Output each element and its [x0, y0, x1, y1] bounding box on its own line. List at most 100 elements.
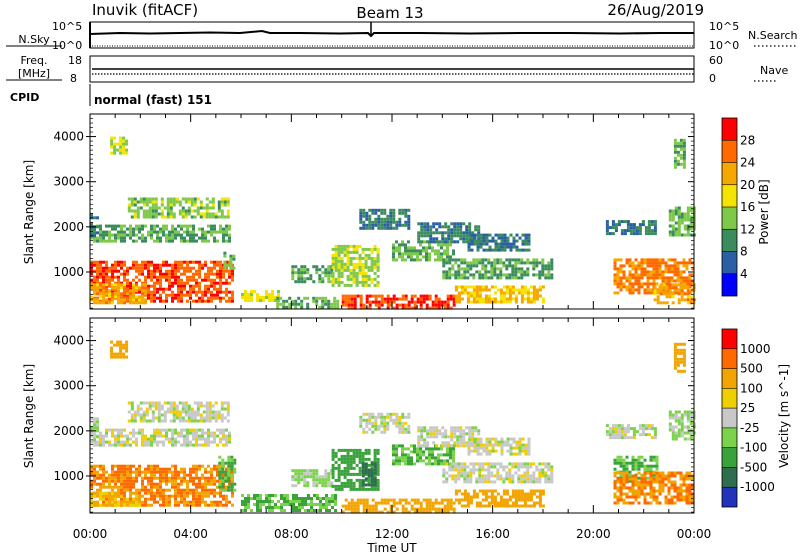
- range-gate-cell: [123, 290, 126, 294]
- range-gate-cell: [138, 230, 141, 234]
- range-gate-cell: [425, 255, 428, 259]
- range-gate-cell: [358, 448, 362, 452]
- range-gate-cell: [469, 291, 473, 295]
- range-gate-cell: [225, 500, 228, 504]
- range-gate-cell: [425, 297, 429, 301]
- range-gate-cell: [225, 440, 228, 444]
- range-gate-cell: [150, 278, 153, 282]
- range-gate-cell: [367, 487, 371, 491]
- range-gate-cell: [523, 288, 527, 292]
- range-gate-cell: [502, 285, 506, 289]
- range-gate-cell: [297, 280, 301, 284]
- range-gate-cell: [205, 416, 209, 420]
- range-gate-cell: [241, 296, 244, 299]
- range-gate-cell: [514, 489, 518, 493]
- range-gate-cell: [226, 212, 230, 216]
- range-gate-cell: [359, 294, 363, 298]
- range-gate-cell: [462, 231, 466, 235]
- range-gate-cell: [401, 208, 405, 212]
- range-gate-cell: [99, 299, 102, 303]
- range-gate-cell: [156, 233, 159, 237]
- range-gate-cell: [180, 287, 183, 291]
- range-gate-cell: [138, 301, 141, 305]
- range-gate-cell: [407, 453, 410, 457]
- range-gate-cell: [503, 236, 507, 240]
- range-gate-cell: [160, 407, 164, 411]
- range-gate-cell: [168, 497, 171, 501]
- range-gate-cell: [220, 197, 224, 201]
- range-gate-cell: [171, 290, 174, 294]
- range-gate-cell: [373, 487, 377, 491]
- range-gate-cell: [688, 273, 692, 277]
- freq-label-1: Freq.: [20, 54, 47, 67]
- range-gate-cell: [177, 440, 180, 444]
- range-gate-cell: [138, 298, 141, 302]
- range-gate-cell: [646, 279, 650, 283]
- range-gate-cell: [162, 500, 165, 504]
- range-gate-cell: [90, 272, 93, 276]
- range-gate-cell: [244, 497, 247, 500]
- range-gate-cell: [127, 206, 131, 210]
- range-gate-cell: [638, 229, 642, 233]
- range-gate-cell: [475, 285, 479, 289]
- range-gate-cell: [346, 247, 350, 251]
- range-gate-cell: [126, 443, 129, 447]
- range-gate-cell: [153, 281, 156, 285]
- range-gate-cell: [226, 203, 230, 207]
- range-gate-cell: [649, 291, 653, 295]
- range-gate-cell: [227, 476, 231, 480]
- range-gate-cell: [664, 282, 668, 286]
- range-gate-cell: [401, 303, 405, 307]
- range-gate-cell: [177, 488, 180, 492]
- range-gate-cell: [171, 464, 174, 468]
- range-gate-cell: [444, 432, 448, 436]
- range-gate-cell: [130, 209, 134, 213]
- range-gate-cell: [321, 280, 325, 284]
- range-gate-cell: [156, 494, 159, 498]
- range-gate-cell: [349, 250, 353, 254]
- range-gate-cell: [349, 454, 353, 458]
- range-gate-cell: [177, 476, 180, 480]
- range-gate-cell: [478, 258, 482, 262]
- range-gate-cell: [130, 413, 134, 417]
- range-gate-cell: [171, 470, 174, 474]
- range-gate-cell: [443, 249, 446, 253]
- range-gate-cell: [463, 258, 467, 262]
- range-gate-cell: [147, 491, 150, 495]
- range-gate-cell: [344, 300, 348, 304]
- range-gate-cell: [274, 299, 277, 302]
- range-gate-cell: [365, 217, 369, 221]
- range-gate-cell: [346, 256, 350, 260]
- range-gate-cell: [653, 226, 657, 230]
- range-gate-cell: [186, 431, 189, 435]
- range-gate-cell: [376, 253, 380, 257]
- range-gate-cell: [321, 478, 325, 482]
- range-gate-cell: [526, 474, 530, 478]
- range-gate-cell: [389, 303, 393, 307]
- range-gate-cell: [226, 263, 230, 267]
- range-gate-cell: [120, 497, 123, 501]
- range-gate-cell: [110, 352, 114, 356]
- range-gate-cell: [373, 468, 377, 472]
- range-gate-cell: [440, 243, 443, 247]
- range-gate-cell: [119, 355, 123, 359]
- range-gate-cell: [619, 285, 623, 289]
- range-gate-cell: [111, 224, 114, 228]
- range-gate-cell: [171, 437, 174, 441]
- range-gate-cell: [150, 263, 153, 267]
- range-gate-cell: [453, 435, 457, 439]
- range-gate-cell: [154, 404, 158, 408]
- range-gate-cell: [395, 220, 399, 224]
- range-gate-cell: [680, 295, 684, 299]
- range-gate-cell: [174, 500, 177, 504]
- range-gate-cell: [324, 302, 328, 306]
- range-gate-cell: [463, 462, 467, 466]
- range-gate-cell: [364, 271, 368, 275]
- range-gate-cell: [337, 457, 341, 461]
- range-gate-cell: [490, 297, 494, 301]
- range-gate-cell: [670, 264, 674, 268]
- range-gate-cell: [350, 300, 354, 304]
- range-gate-cell: [361, 454, 365, 458]
- scatter-region: [127, 197, 230, 219]
- range-gate-cell: [471, 426, 475, 430]
